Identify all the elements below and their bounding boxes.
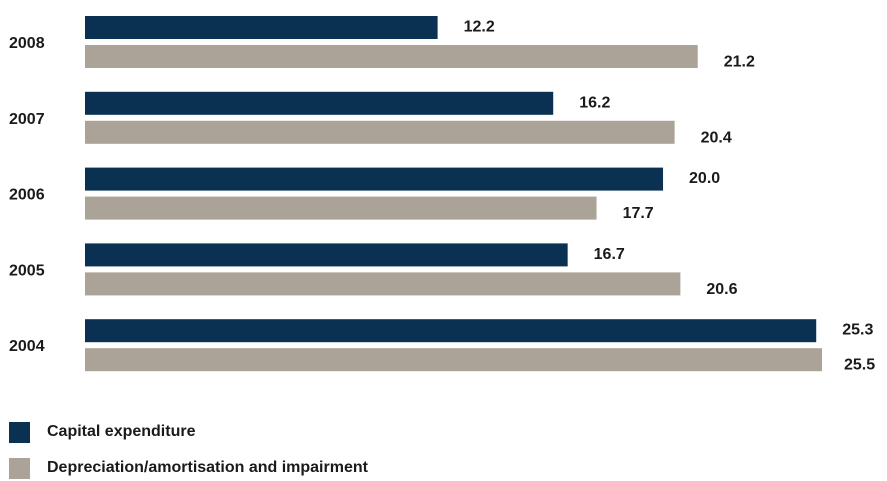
bar-capex-2004	[85, 319, 817, 343]
legend-label-depreciation: Depreciation/amortisation and impairment	[47, 459, 368, 476]
category-label-2004: 2004	[9, 338, 45, 355]
bar-capex-2008	[85, 16, 438, 39]
bar-capex-2005	[85, 243, 568, 267]
value-label-depreciation-2008: 21.2	[724, 54, 755, 71]
bar-capex-2007	[85, 91, 554, 115]
bar-depreciation-2008	[85, 45, 698, 68]
category-label-2006: 2006	[9, 187, 45, 204]
legend-swatch-depreciation	[9, 457, 30, 479]
legend-label-capital-expenditure: Capital expenditure	[47, 423, 196, 440]
value-label-capex-2008: 12.2	[464, 19, 495, 36]
value-label-capex-2004: 25.3	[842, 322, 873, 339]
category-label-2008: 2008	[9, 35, 45, 52]
legend-item-depreciation: Depreciation/amortisation and impairment	[9, 456, 368, 480]
bar-depreciation-2004	[85, 348, 822, 372]
bar-depreciation-2007	[85, 120, 675, 144]
value-label-depreciation-2004: 25.5	[844, 357, 875, 374]
value-label-depreciation-2005: 20.6	[706, 281, 737, 298]
category-label-2005: 2005	[9, 262, 45, 279]
bar-depreciation-2005	[85, 272, 681, 296]
value-label-capex-2006: 20.0	[689, 170, 720, 187]
bar-capex-2006	[85, 167, 664, 191]
value-label-depreciation-2006: 17.7	[623, 205, 654, 222]
value-label-capex-2007: 16.2	[579, 94, 610, 111]
value-label-depreciation-2007: 20.4	[701, 129, 732, 146]
legend-item-capital-expenditure: Capital expenditure	[9, 420, 195, 444]
value-label-capex-2005: 16.7	[594, 246, 625, 263]
bar-chart: 2008 12.2 21.2 2007 16.2 20.4 2006 20.0 17.7 2005…	[9, 16, 875, 374]
legend-swatch-capital-expenditure	[9, 421, 30, 443]
bar-depreciation-2006	[85, 196, 597, 220]
category-label-2007: 2007	[9, 111, 45, 128]
